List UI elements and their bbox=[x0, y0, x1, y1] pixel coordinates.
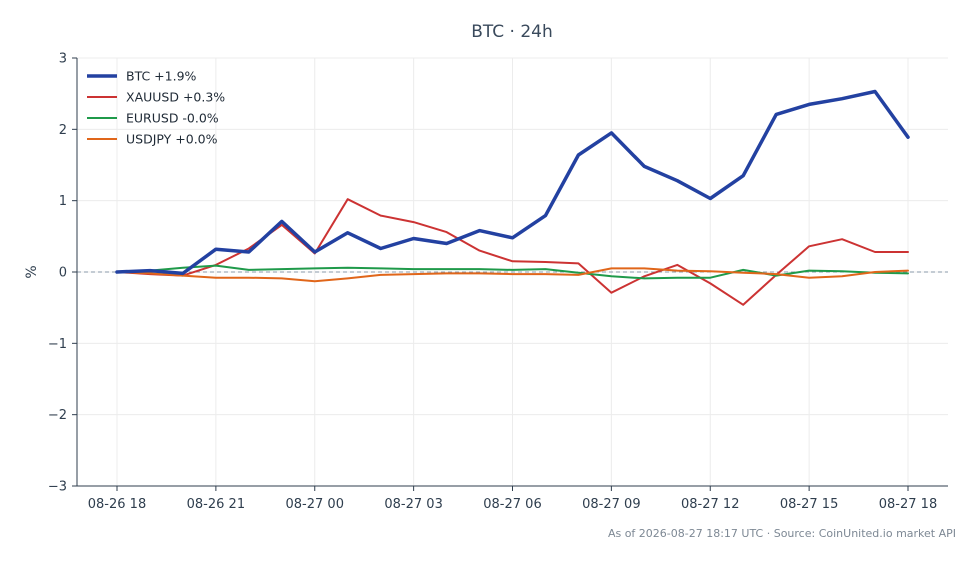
series-line-eurusd bbox=[116, 264, 909, 280]
x-tick-label: 08-27 06 bbox=[483, 497, 541, 512]
x-tick-label: 08-26 18 bbox=[88, 497, 146, 512]
y-tick-label: 2 bbox=[59, 123, 67, 138]
y-tick-label: −3 bbox=[48, 480, 67, 495]
series-line-usdjpy bbox=[116, 267, 909, 283]
x-tick-label: 08-27 00 bbox=[286, 497, 344, 512]
x-tick-label: 08-27 09 bbox=[582, 497, 640, 512]
y-axis-label: % bbox=[24, 265, 40, 278]
x-tick-label: 08-27 03 bbox=[384, 497, 442, 512]
legend-label: EURUSD -0.0% bbox=[126, 111, 219, 126]
legend: BTC +1.9% XAUUSD +0.3% EURUSD -0.0% USDJPY … bbox=[87, 69, 225, 147]
x-tick-label: 08-27 12 bbox=[681, 497, 739, 512]
x-tick-label: 08-26 21 bbox=[187, 497, 245, 512]
series-group bbox=[115, 89, 910, 306]
x-ticks: 08-26 18 08-26 21 08-27 00 08-27 03 08-27 06… bbox=[88, 486, 937, 512]
y-tick-label: 1 bbox=[59, 194, 67, 209]
legend-label: BTC +1.9% bbox=[126, 69, 197, 84]
x-tick-label: 08-27 15 bbox=[780, 497, 838, 512]
y-tick-label: −2 bbox=[48, 408, 67, 423]
footer-source: As of 2026-08-27 18:17 UTC · Source: Coi… bbox=[608, 527, 956, 540]
legend-label: USDJPY +0.0% bbox=[126, 132, 218, 147]
y-ticks: 3 2 1 0 −1 −2 −3 bbox=[48, 52, 77, 495]
legend-label: XAUUSD +0.3% bbox=[126, 90, 225, 105]
chart-title: BTC · 24h bbox=[471, 22, 553, 42]
series-line-btc bbox=[115, 89, 910, 276]
y-tick-label: −1 bbox=[48, 337, 67, 352]
y-tick-label: 3 bbox=[59, 52, 67, 67]
y-tick-label: 0 bbox=[59, 266, 67, 281]
x-tick-label: 08-27 18 bbox=[879, 497, 937, 512]
